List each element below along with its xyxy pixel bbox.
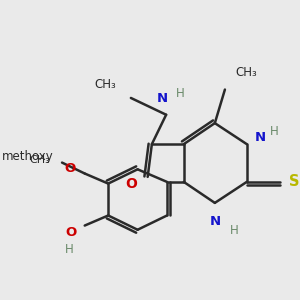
Text: O: O	[64, 162, 76, 175]
Text: N: N	[157, 92, 168, 105]
Text: methoxy: methoxy	[2, 150, 54, 163]
Text: N: N	[255, 131, 266, 144]
Text: H: H	[230, 224, 239, 237]
Text: CH₃: CH₃	[235, 67, 257, 80]
Text: H: H	[176, 87, 184, 100]
Text: H: H	[269, 125, 278, 138]
Text: H: H	[65, 243, 74, 256]
Text: CH₃: CH₃	[29, 155, 50, 165]
Text: S: S	[289, 174, 299, 189]
Text: N: N	[209, 215, 220, 229]
Text: O: O	[65, 226, 76, 239]
Text: O: O	[126, 177, 138, 190]
Text: CH₃: CH₃	[94, 78, 116, 91]
